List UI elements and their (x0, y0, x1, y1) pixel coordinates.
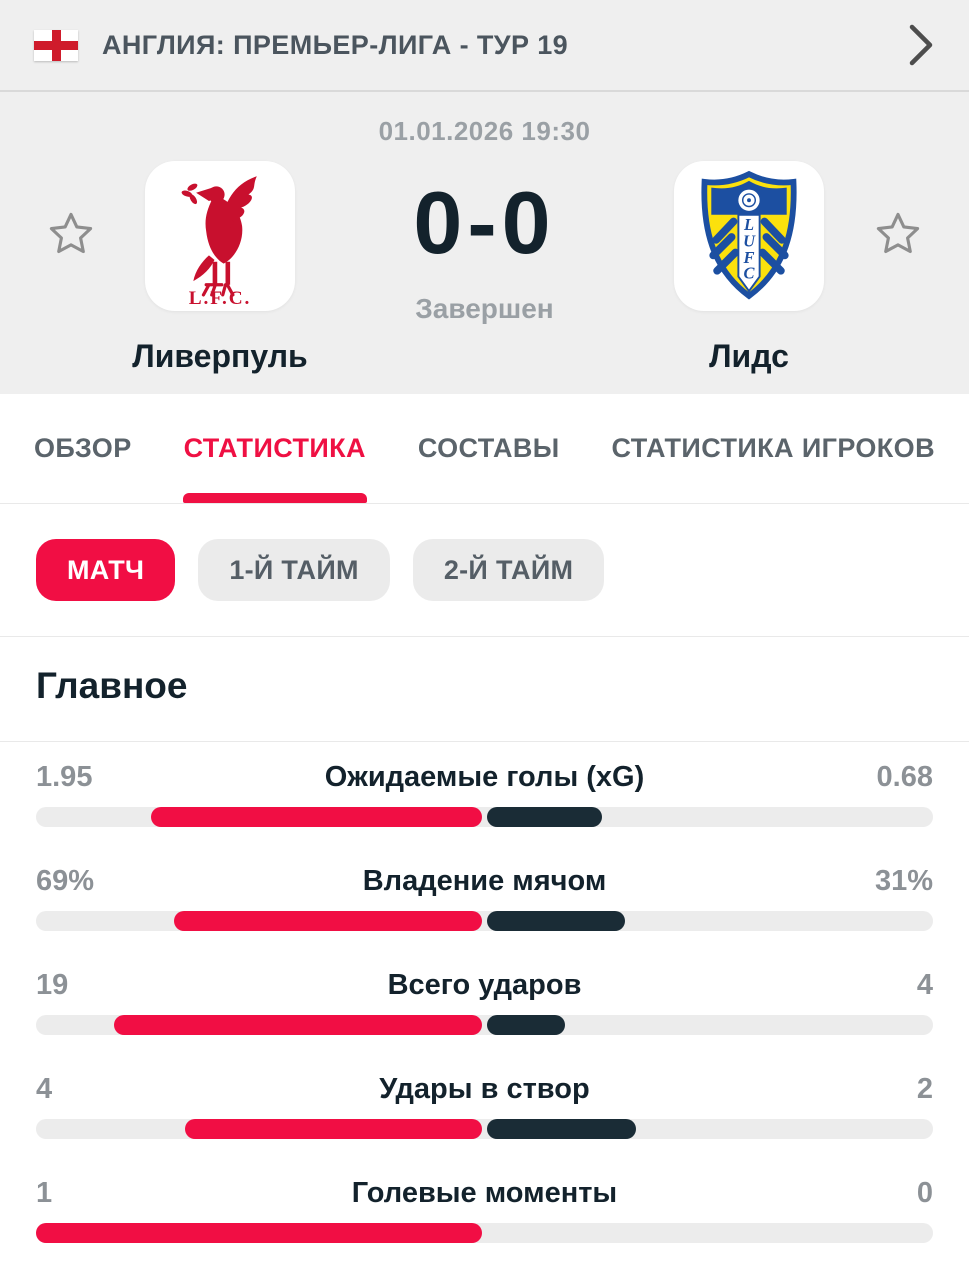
tab-label: ОБЗОР (34, 433, 132, 463)
stat-away-value: 31% (874, 865, 933, 897)
match-status: Завершен (415, 293, 554, 324)
filter-label: 1-Й ТАЙМ (229, 554, 359, 585)
stat-bar-home (151, 807, 482, 827)
liverpool-crest-icon: L.F.C. (181, 176, 257, 305)
england-flag-icon (34, 29, 78, 61)
lufc-letter-l: L (743, 215, 754, 234)
stat-home-value: 19 (36, 969, 69, 1001)
stat-bar-away (487, 1015, 565, 1035)
star-icon (49, 212, 93, 254)
stat-row: 1 Голевые моменты 0 (36, 1158, 933, 1262)
stat-bar-home (36, 1223, 482, 1243)
stat-row: 4 Удары в створ 2 (36, 1054, 933, 1158)
stat-bar-home (184, 1119, 482, 1139)
tab-label: СОСТАВЫ (417, 433, 560, 463)
away-team-column: L U F C Лидс (671, 161, 827, 375)
stat-bar-home (174, 911, 482, 931)
stat-bar-track (36, 911, 933, 931)
stat-row: 69% Владение мячом 31% (36, 846, 933, 950)
filter-second-half[interactable]: 2-Й ТАЙМ (412, 539, 605, 601)
stat-away-value: 2 (916, 1073, 933, 1105)
stat-label: Владение мячом (362, 865, 607, 897)
active-tab-underline (182, 493, 367, 503)
stat-label: Удары в створ (379, 1073, 590, 1105)
stat-home-value: 1 (36, 1177, 53, 1209)
favorite-star-home[interactable] (0, 161, 142, 375)
stats-list: 1.95 Ожидаемые голы (xG) 0.68 69% Владен… (0, 742, 969, 1262)
stat-bar-track (36, 1119, 933, 1139)
home-team-logo[interactable]: L.F.C. (145, 161, 295, 311)
stat-home-value: 1.95 (36, 761, 93, 793)
tab-label: СТАТИСТИКА (183, 433, 366, 463)
stat-label: Ожидаемые голы (xG) (324, 761, 645, 793)
lfc-crest-text: L.F.C. (189, 288, 251, 305)
stat-home-value: 69% (36, 865, 95, 897)
stat-row: 1.95 Ожидаемые голы (xG) 0.68 (36, 742, 933, 846)
lufc-letter-c: C (744, 264, 756, 283)
filter-label: 2-Й ТАЙМ (443, 554, 574, 585)
tab-overview[interactable]: ОБЗОР (34, 394, 132, 503)
filter-first-half[interactable]: 1-Й ТАЙМ (198, 539, 390, 601)
stat-label: Всего ударов (387, 969, 582, 1001)
tab-lineups[interactable]: СОСТАВЫ (418, 394, 560, 503)
stat-bar-away (487, 911, 626, 931)
stat-away-value: 0.68 (876, 761, 933, 793)
home-team-column: L.F.C. Ливерпуль (132, 161, 308, 375)
teams-row: L.F.C. Ливерпуль 0-0 Завершен (0, 161, 969, 375)
tab-label: СТАТИСТИКА ИГРОКОВ (611, 433, 935, 463)
stat-away-value: 0 (916, 1177, 933, 1209)
away-team-name: Лидс (709, 338, 789, 374)
lufc-letter-u: U (743, 232, 756, 251)
match-header: 01.01.2026 19:30 (0, 92, 969, 394)
favorite-star-away[interactable] (827, 161, 969, 375)
stat-away-value: 4 (916, 969, 933, 1001)
stat-bar-away (487, 807, 603, 827)
stat-bar-track (36, 807, 933, 827)
league-title: АНГЛИЯ: ПРЕМЬЕР-ЛИГА - ТУР 19 (102, 29, 569, 60)
tab-statistics[interactable]: СТАТИСТИКА (182, 394, 367, 503)
filter-match[interactable]: МАТЧ (36, 539, 176, 601)
star-icon (876, 212, 920, 254)
match-score: 0-0 (413, 173, 556, 272)
stat-row: 19 Всего ударов 4 (36, 950, 933, 1054)
match-datetime: 01.01.2026 19:30 (378, 116, 591, 146)
filter-bar: МАТЧ 1-Й ТАЙМ 2-Й ТАЙМ (0, 504, 969, 637)
filter-label: МАТЧ (67, 554, 145, 585)
league-header[interactable]: АНГЛИЯ: ПРЕМЬЕР-ЛИГА - ТУР 19 (0, 0, 969, 92)
lufc-letter-f: F (743, 248, 755, 267)
tab-bar: ОБЗОР СТАТИСТИКА СОСТАВЫ СТАТИСТИКА ИГРО… (0, 394, 969, 504)
divider (0, 741, 969, 742)
score-column: 0-0 Завершен (298, 161, 671, 375)
home-team-name: Ливерпуль (132, 338, 308, 374)
stat-bar-track (36, 1015, 933, 1035)
stat-bar-track (36, 1223, 933, 1243)
away-team-logo[interactable]: L U F C (674, 161, 824, 311)
stat-home-value: 4 (36, 1073, 53, 1105)
chevron-right-icon[interactable] (907, 22, 935, 68)
stat-bar-away (487, 1119, 636, 1139)
stat-bar-home (113, 1015, 482, 1035)
tab-player-stats[interactable]: СТАТИСТИКА ИГРОКОВ (612, 394, 935, 503)
stat-label: Голевые моменты (351, 1177, 618, 1209)
section-title: Главное (36, 665, 188, 706)
leeds-crest-icon: L U F C (701, 170, 797, 300)
